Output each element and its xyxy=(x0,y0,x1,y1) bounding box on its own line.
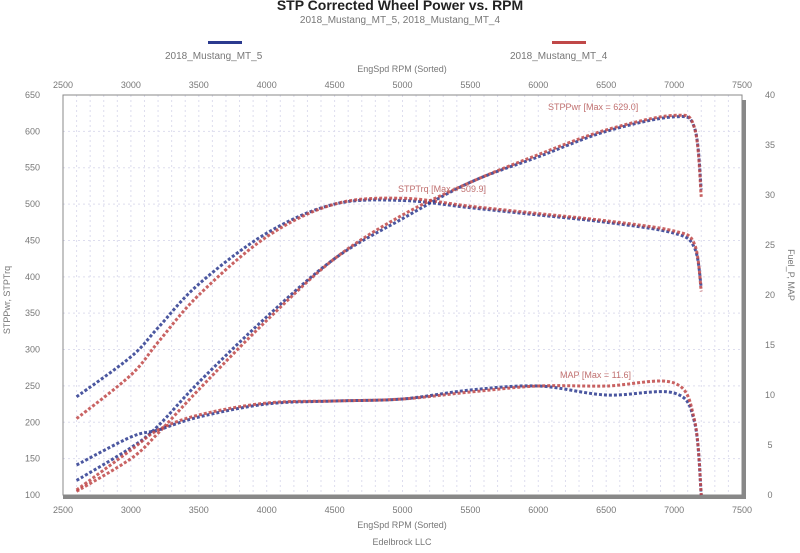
y-tick-label-left: 550 xyxy=(25,163,40,173)
x-tick-label: 3000 xyxy=(121,505,141,515)
x-axis-label-top: EngSpd RPM (Sorted) xyxy=(357,64,447,74)
right-axis-bar xyxy=(742,100,746,495)
x-tick-label: 6500 xyxy=(596,505,616,515)
x-tick-label-top: 3000 xyxy=(121,80,141,90)
x-tick-label-top: 6500 xyxy=(596,80,616,90)
y-tick-label-left: 250 xyxy=(25,381,40,391)
y-tick-label-right: 15 xyxy=(765,340,775,350)
y-tick-label-left: 650 xyxy=(25,90,40,100)
y-tick-label-left: 500 xyxy=(25,199,40,209)
x-tick-label: 4000 xyxy=(257,505,277,515)
y-tick-label-right: 0 xyxy=(767,490,772,500)
y-tick-label-right: 10 xyxy=(765,390,775,400)
y-tick-label-right: 20 xyxy=(765,290,775,300)
y-tick-label-left: 300 xyxy=(25,345,40,355)
legend-swatch-mt4 xyxy=(552,41,586,44)
annotation-power-max: STPPwr [Max = 629.0] xyxy=(548,102,638,112)
series-line-stppwr-2018-mustang-mt-5 xyxy=(75,115,703,482)
x-tick-label-top: 7500 xyxy=(732,80,752,90)
x-tick-label-top: 4000 xyxy=(257,80,277,90)
x-tick-label-top: 7000 xyxy=(664,80,684,90)
y-tick-label-left: 400 xyxy=(25,272,40,282)
x-tick-label: 7000 xyxy=(664,505,684,515)
x-tick-label-top: 4500 xyxy=(325,80,345,90)
y-tick-label-left: 150 xyxy=(25,454,40,464)
series-line-stptrq-2018-mustang-mt-4 xyxy=(75,196,703,420)
series-line-stppwr-2018-mustang-mt-4 xyxy=(75,113,703,493)
annotation-map-max: MAP [Max = 11.6] xyxy=(560,370,631,380)
x-tick-label-top: 5500 xyxy=(460,80,480,90)
annotation-torque-max: STPTrq [Max = 509.9] xyxy=(398,184,486,194)
y-tick-label-right: 5 xyxy=(767,440,772,450)
x-tick-label-top: 3500 xyxy=(189,80,209,90)
x-tick-label-top: 6000 xyxy=(528,80,548,90)
grid xyxy=(62,94,743,496)
legend-label-mt5: 2018_Mustang_MT_5 xyxy=(165,51,263,62)
bottom-axis-bar xyxy=(63,495,746,499)
footer-credit: Edelbrock LLC xyxy=(372,537,432,547)
x-tick-label-top: 5000 xyxy=(392,80,412,90)
y-tick-label-left: 600 xyxy=(25,126,40,136)
chart-title: STP Corrected Wheel Power vs. RPM xyxy=(276,0,524,13)
series-line-stptrq-2018-mustang-mt-5 xyxy=(75,198,703,399)
chart-subtitle: 2018_Mustang_MT_5, 2018_Mustang_MT_4 xyxy=(299,15,501,26)
x-tick-label: 6000 xyxy=(528,505,548,515)
x-tick-label-top: 2500 xyxy=(53,80,73,90)
y-tick-label-right: 40 xyxy=(765,90,775,100)
y-axis-label-right: Fuel_P, MAP xyxy=(786,249,796,301)
x-axis-label: EngSpd RPM (Sorted) xyxy=(357,520,447,530)
y-tick-label-right: 25 xyxy=(765,240,775,250)
y-tick-label-left: 200 xyxy=(25,417,40,427)
y-tick-label-left: 450 xyxy=(25,235,40,245)
x-tick-label: 2500 xyxy=(53,505,73,515)
x-tick-label: 4500 xyxy=(325,505,345,515)
legend-swatch-mt5 xyxy=(208,41,242,44)
legend-label-mt4: 2018_Mustang_MT_4 xyxy=(510,51,608,62)
x-tick-label: 5500 xyxy=(460,505,480,515)
x-tick-label: 5000 xyxy=(392,505,412,515)
y-tick-label-left: 100 xyxy=(25,490,40,500)
y-axis-label-left: STPPwr, STPTrq xyxy=(2,266,12,334)
series-line-map-2018-mustang-mt-4 xyxy=(75,379,703,496)
x-tick-label: 7500 xyxy=(732,505,752,515)
y-tick-label-right: 35 xyxy=(765,140,775,150)
y-tick-label-right: 30 xyxy=(765,190,775,200)
x-tick-label: 3500 xyxy=(189,505,209,515)
y-tick-label-left: 350 xyxy=(25,308,40,318)
